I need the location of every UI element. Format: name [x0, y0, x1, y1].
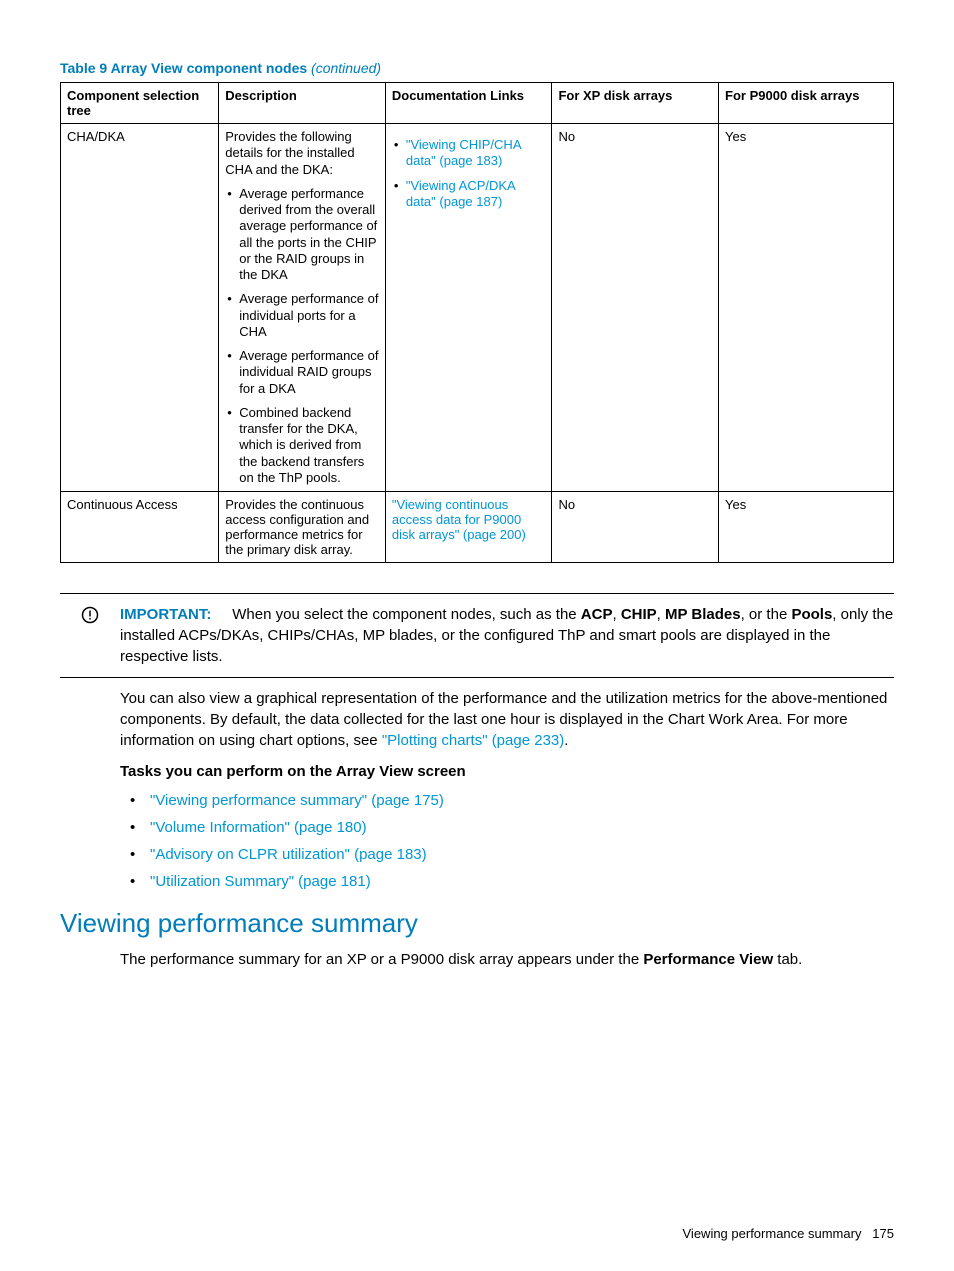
tasks-heading: Tasks you can perform on the Array View … [120, 761, 894, 782]
footer-text: Viewing performance summary [683, 1226, 862, 1241]
th-p9000: For P9000 disk arrays [719, 83, 894, 124]
th-xp: For XP disk arrays [552, 83, 719, 124]
section-p1a: The performance summary for an XP or a P… [120, 951, 643, 968]
cell-p9000: Yes [719, 124, 894, 492]
task-link[interactable]: "Utilization Summary" (page 181) [150, 873, 371, 890]
table-header-row: Component selection tree Description Doc… [61, 83, 894, 124]
th-description: Description [219, 83, 386, 124]
cell-doclinks: "Viewing continuous access data for P900… [385, 492, 552, 563]
para1-after: . [564, 732, 568, 749]
important-text: IMPORTANT: When you select the component… [120, 604, 894, 667]
task-link[interactable]: "Volume Information" (page 180) [150, 819, 367, 836]
list-item: "Advisory on CLPR utilization" (page 183… [120, 846, 894, 863]
note-pre: When you select the component nodes, suc… [232, 606, 581, 623]
th-component: Component selection tree [61, 83, 219, 124]
task-link[interactable]: "Advisory on CLPR utilization" (page 183… [150, 846, 427, 863]
section-para: The performance summary for an XP or a P… [120, 949, 894, 970]
list-item: "Utilization Summary" (page 181) [120, 873, 894, 890]
component-nodes-table: Component selection tree Description Doc… [60, 82, 894, 563]
list-item: "Viewing ACP/DKA data" (page 187) [392, 178, 546, 211]
cell-doclinks: "Viewing CHIP/CHA data" (page 183) "View… [385, 124, 552, 492]
doc-link[interactable]: "Viewing ACP/DKA data" (page 187) [406, 178, 515, 209]
table-row: Continuous Access Provides the continuou… [61, 492, 894, 563]
footer-page: 175 [872, 1226, 894, 1241]
cell-description: Provides the following details for the i… [219, 124, 386, 492]
table-row: CHA/DKA Provides the following details f… [61, 124, 894, 492]
list-item: Average performance of individual ports … [225, 291, 379, 340]
section-p1b: Performance View [643, 951, 773, 968]
list-item: "Viewing performance summary" (page 175) [120, 792, 894, 809]
note-b3: MP Blades [665, 606, 741, 623]
table-caption: Table 9 Array View component nodes (cont… [60, 60, 894, 76]
doc-link[interactable]: "Viewing CHIP/CHA data" (page 183) [406, 137, 521, 168]
section-p1c: tab. [773, 951, 802, 968]
th-doclinks: Documentation Links [385, 83, 552, 124]
cell-xp: No [552, 492, 719, 563]
note-mid: , or the [741, 606, 792, 623]
note-b1: ACP [581, 606, 613, 623]
task-link[interactable]: "Viewing performance summary" (page 175) [150, 792, 444, 809]
cell-description: Provides the continuous access configura… [219, 492, 386, 563]
desc-intro: Provides the following details for the i… [225, 129, 379, 178]
doc-link[interactable]: "Viewing continuous access data for P900… [392, 497, 526, 542]
table-caption-title: Table 9 Array View component nodes [60, 60, 307, 76]
important-icon [60, 604, 120, 667]
list-item: "Volume Information" (page 180) [120, 819, 894, 836]
note-b2: CHIP [621, 606, 657, 623]
cell-p9000: Yes [719, 492, 894, 563]
cell-component: CHA/DKA [61, 124, 219, 492]
table-caption-continued: (continued) [311, 60, 381, 76]
cell-component: Continuous Access [61, 492, 219, 563]
list-item: Combined backend transfer for the DKA, w… [225, 405, 379, 486]
page-footer: Viewing performance summary 175 [683, 1226, 895, 1241]
list-item: "Viewing CHIP/CHA data" (page 183) [392, 137, 546, 170]
important-label: IMPORTANT: [120, 606, 211, 623]
important-note: IMPORTANT: When you select the component… [60, 593, 894, 678]
desc-list: Average performance derived from the ove… [225, 186, 379, 486]
plotting-charts-link[interactable]: "Plotting charts" (page 233) [382, 732, 564, 749]
section-heading: Viewing performance summary [60, 908, 894, 939]
doc-links-list: "Viewing CHIP/CHA data" (page 183) "View… [392, 137, 546, 210]
tasks-list: "Viewing performance summary" (page 175)… [120, 792, 894, 890]
para-chart-info: You can also view a graphical representa… [120, 688, 894, 751]
note-b4: Pools [791, 606, 832, 623]
list-item: Average performance derived from the ove… [225, 186, 379, 284]
list-item: Average performance of individual RAID g… [225, 348, 379, 397]
cell-xp: No [552, 124, 719, 492]
